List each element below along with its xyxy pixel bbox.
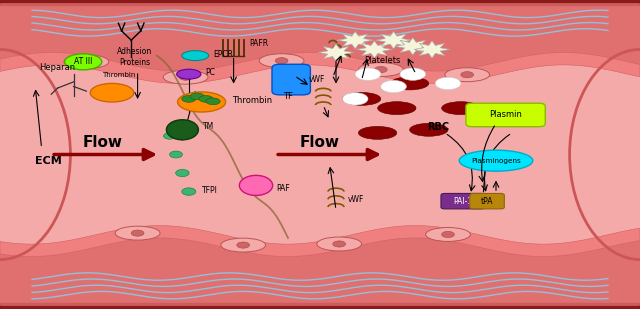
- Ellipse shape: [175, 169, 189, 177]
- FancyBboxPatch shape: [470, 193, 504, 209]
- Text: PAI-1: PAI-1: [453, 197, 472, 206]
- Ellipse shape: [115, 226, 160, 240]
- Polygon shape: [414, 41, 450, 58]
- Ellipse shape: [333, 241, 346, 247]
- Ellipse shape: [80, 59, 93, 65]
- Text: Flow: Flow: [83, 135, 122, 150]
- Text: AT III: AT III: [74, 57, 92, 66]
- Text: Thrombin: Thrombin: [232, 96, 273, 105]
- FancyBboxPatch shape: [272, 64, 310, 95]
- Text: vWF: vWF: [348, 195, 364, 204]
- Polygon shape: [0, 53, 640, 83]
- Ellipse shape: [65, 54, 102, 70]
- Ellipse shape: [237, 242, 250, 248]
- Circle shape: [400, 68, 426, 80]
- Ellipse shape: [442, 231, 454, 238]
- Text: tPA: tPA: [481, 197, 493, 206]
- Text: Heparan: Heparan: [40, 62, 76, 71]
- Text: Plasmin: Plasmin: [489, 110, 522, 119]
- Text: PC: PC: [205, 68, 214, 77]
- Polygon shape: [0, 226, 640, 256]
- Ellipse shape: [358, 126, 397, 139]
- Text: PAF: PAF: [276, 184, 290, 193]
- Ellipse shape: [163, 70, 208, 84]
- Text: PAFR: PAFR: [250, 39, 269, 48]
- Text: EPCR: EPCR: [213, 50, 233, 59]
- Ellipse shape: [177, 69, 201, 79]
- Ellipse shape: [131, 230, 144, 236]
- Circle shape: [182, 95, 196, 102]
- Circle shape: [381, 80, 406, 93]
- Ellipse shape: [182, 188, 196, 195]
- Ellipse shape: [259, 54, 304, 68]
- Ellipse shape: [342, 92, 381, 105]
- Text: TF: TF: [283, 92, 293, 101]
- Circle shape: [190, 93, 204, 100]
- Text: Adhesion
Proteins: Adhesion Proteins: [116, 48, 152, 67]
- Ellipse shape: [358, 63, 403, 77]
- FancyBboxPatch shape: [466, 103, 545, 127]
- Ellipse shape: [166, 120, 198, 140]
- FancyBboxPatch shape: [0, 3, 640, 306]
- Text: Thrombin: Thrombin: [102, 72, 135, 78]
- Polygon shape: [318, 44, 354, 61]
- Ellipse shape: [164, 133, 176, 139]
- Ellipse shape: [426, 227, 470, 241]
- Ellipse shape: [317, 237, 362, 251]
- Polygon shape: [0, 238, 640, 303]
- Polygon shape: [337, 32, 373, 49]
- Circle shape: [206, 98, 220, 105]
- Ellipse shape: [179, 74, 192, 80]
- Ellipse shape: [374, 66, 387, 73]
- Text: Platelets: Platelets: [365, 56, 401, 65]
- Ellipse shape: [239, 176, 273, 196]
- Polygon shape: [395, 38, 431, 55]
- Text: Flow: Flow: [300, 135, 340, 150]
- Ellipse shape: [275, 58, 288, 64]
- Text: TM: TM: [203, 122, 214, 131]
- Ellipse shape: [390, 77, 429, 90]
- Ellipse shape: [178, 92, 226, 112]
- Text: RBC: RBC: [428, 122, 449, 132]
- Ellipse shape: [221, 238, 266, 252]
- Circle shape: [435, 77, 461, 90]
- Ellipse shape: [378, 102, 416, 115]
- Ellipse shape: [445, 68, 490, 82]
- Ellipse shape: [90, 83, 134, 102]
- Ellipse shape: [182, 51, 209, 61]
- Ellipse shape: [64, 55, 109, 69]
- Circle shape: [342, 93, 368, 105]
- FancyBboxPatch shape: [441, 193, 485, 209]
- Text: TFPI: TFPI: [202, 185, 218, 195]
- Polygon shape: [356, 41, 392, 58]
- Polygon shape: [0, 6, 640, 71]
- Ellipse shape: [461, 72, 474, 78]
- Polygon shape: [0, 53, 640, 256]
- Circle shape: [355, 68, 381, 80]
- Text: vWF: vWF: [308, 75, 325, 84]
- Ellipse shape: [460, 150, 532, 171]
- Circle shape: [199, 95, 213, 102]
- Text: ECM: ECM: [35, 156, 61, 166]
- Ellipse shape: [170, 151, 182, 158]
- Ellipse shape: [410, 123, 448, 136]
- Ellipse shape: [442, 102, 480, 115]
- Polygon shape: [376, 32, 412, 49]
- Text: Plasminogens: Plasminogens: [471, 158, 521, 164]
